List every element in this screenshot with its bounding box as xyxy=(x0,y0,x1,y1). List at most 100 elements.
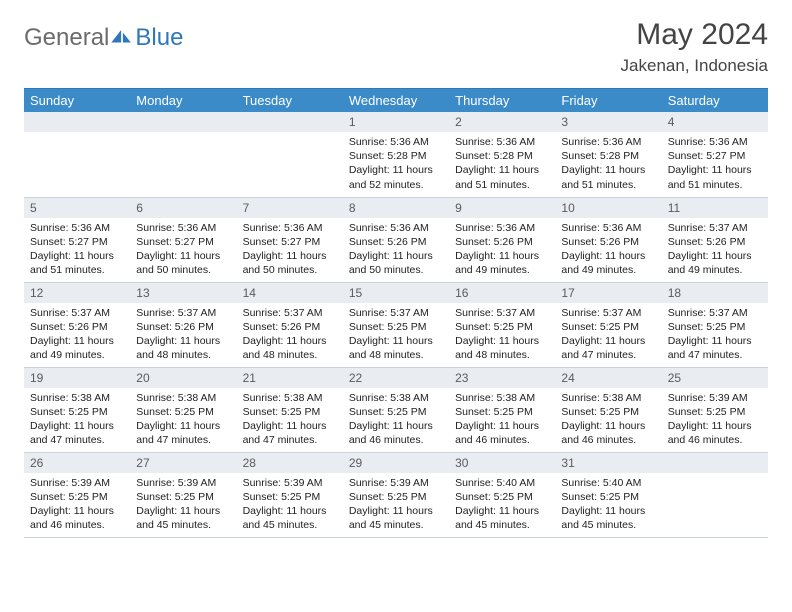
day-number: 13 xyxy=(130,283,236,303)
brand-logo: General Blue xyxy=(24,24,183,52)
day-details: Sunrise: 5:38 AMSunset: 5:25 PMDaylight:… xyxy=(24,388,130,452)
day-number-empty xyxy=(662,453,768,473)
day-details: Sunrise: 5:38 AMSunset: 5:25 PMDaylight:… xyxy=(343,388,449,452)
day-number: 9 xyxy=(449,198,555,218)
calendar-cell xyxy=(662,452,768,537)
calendar-cell: 5Sunrise: 5:36 AMSunset: 5:27 PMDaylight… xyxy=(24,197,130,282)
day-details: Sunrise: 5:39 AMSunset: 5:25 PMDaylight:… xyxy=(343,473,449,537)
day-number-empty xyxy=(130,112,236,132)
calendar-cell: 10Sunrise: 5:36 AMSunset: 5:26 PMDayligh… xyxy=(555,197,661,282)
day-number: 31 xyxy=(555,453,661,473)
day-number: 10 xyxy=(555,198,661,218)
day-number: 1 xyxy=(343,112,449,132)
weekday-header: Wednesday xyxy=(343,89,449,112)
day-details: Sunrise: 5:36 AMSunset: 5:26 PMDaylight:… xyxy=(343,218,449,282)
day-number: 27 xyxy=(130,453,236,473)
calendar-cell: 26Sunrise: 5:39 AMSunset: 5:25 PMDayligh… xyxy=(24,452,130,537)
day-number-empty xyxy=(237,112,343,132)
calendar-cell: 15Sunrise: 5:37 AMSunset: 5:25 PMDayligh… xyxy=(343,282,449,367)
day-details: Sunrise: 5:36 AMSunset: 5:28 PMDaylight:… xyxy=(449,132,555,196)
calendar-cell: 18Sunrise: 5:37 AMSunset: 5:25 PMDayligh… xyxy=(662,282,768,367)
calendar-cell xyxy=(237,112,343,197)
day-details: Sunrise: 5:37 AMSunset: 5:26 PMDaylight:… xyxy=(237,303,343,367)
calendar-cell: 20Sunrise: 5:38 AMSunset: 5:25 PMDayligh… xyxy=(130,367,236,452)
calendar-row: 1Sunrise: 5:36 AMSunset: 5:28 PMDaylight… xyxy=(24,112,768,197)
day-number: 7 xyxy=(237,198,343,218)
calendar-body: 1Sunrise: 5:36 AMSunset: 5:28 PMDaylight… xyxy=(24,112,768,537)
calendar-cell: 9Sunrise: 5:36 AMSunset: 5:26 PMDaylight… xyxy=(449,197,555,282)
day-details: Sunrise: 5:39 AMSunset: 5:25 PMDaylight:… xyxy=(130,473,236,537)
calendar-cell: 13Sunrise: 5:37 AMSunset: 5:26 PMDayligh… xyxy=(130,282,236,367)
day-number: 20 xyxy=(130,368,236,388)
day-number: 6 xyxy=(130,198,236,218)
weekday-header: Thursday xyxy=(449,89,555,112)
calendar-cell: 4Sunrise: 5:36 AMSunset: 5:27 PMDaylight… xyxy=(662,112,768,197)
brand-part1: General xyxy=(24,24,109,52)
day-number-empty xyxy=(24,112,130,132)
calendar-row: 26Sunrise: 5:39 AMSunset: 5:25 PMDayligh… xyxy=(24,452,768,537)
calendar-cell: 19Sunrise: 5:38 AMSunset: 5:25 PMDayligh… xyxy=(24,367,130,452)
day-number: 28 xyxy=(237,453,343,473)
day-details: Sunrise: 5:36 AMSunset: 5:27 PMDaylight:… xyxy=(24,218,130,282)
calendar-cell xyxy=(24,112,130,197)
day-details: Sunrise: 5:40 AMSunset: 5:25 PMDaylight:… xyxy=(449,473,555,537)
weekday-header-row: SundayMondayTuesdayWednesdayThursdayFrid… xyxy=(24,89,768,112)
day-details: Sunrise: 5:36 AMSunset: 5:26 PMDaylight:… xyxy=(555,218,661,282)
day-number: 22 xyxy=(343,368,449,388)
calendar-cell: 2Sunrise: 5:36 AMSunset: 5:28 PMDaylight… xyxy=(449,112,555,197)
day-details: Sunrise: 5:37 AMSunset: 5:26 PMDaylight:… xyxy=(24,303,130,367)
day-details: Sunrise: 5:39 AMSunset: 5:25 PMDaylight:… xyxy=(24,473,130,537)
day-number: 4 xyxy=(662,112,768,132)
calendar-table: SundayMondayTuesdayWednesdayThursdayFrid… xyxy=(24,89,768,538)
day-number: 24 xyxy=(555,368,661,388)
day-details: Sunrise: 5:36 AMSunset: 5:28 PMDaylight:… xyxy=(555,132,661,196)
logo-sail-icon xyxy=(111,30,133,46)
calendar-row: 5Sunrise: 5:36 AMSunset: 5:27 PMDaylight… xyxy=(24,197,768,282)
day-details: Sunrise: 5:36 AMSunset: 5:27 PMDaylight:… xyxy=(237,218,343,282)
day-number: 2 xyxy=(449,112,555,132)
day-details: Sunrise: 5:36 AMSunset: 5:28 PMDaylight:… xyxy=(343,132,449,196)
day-number: 23 xyxy=(449,368,555,388)
day-number: 29 xyxy=(343,453,449,473)
day-number: 30 xyxy=(449,453,555,473)
calendar-cell: 21Sunrise: 5:38 AMSunset: 5:25 PMDayligh… xyxy=(237,367,343,452)
calendar-cell: 16Sunrise: 5:37 AMSunset: 5:25 PMDayligh… xyxy=(449,282,555,367)
calendar-row: 19Sunrise: 5:38 AMSunset: 5:25 PMDayligh… xyxy=(24,367,768,452)
calendar-cell: 14Sunrise: 5:37 AMSunset: 5:26 PMDayligh… xyxy=(237,282,343,367)
day-details: Sunrise: 5:37 AMSunset: 5:25 PMDaylight:… xyxy=(662,303,768,367)
day-number: 18 xyxy=(662,283,768,303)
day-details: Sunrise: 5:39 AMSunset: 5:25 PMDaylight:… xyxy=(662,388,768,452)
day-number: 8 xyxy=(343,198,449,218)
calendar-cell: 1Sunrise: 5:36 AMSunset: 5:28 PMDaylight… xyxy=(343,112,449,197)
calendar: SundayMondayTuesdayWednesdayThursdayFrid… xyxy=(24,88,768,538)
calendar-cell: 29Sunrise: 5:39 AMSunset: 5:25 PMDayligh… xyxy=(343,452,449,537)
day-details: Sunrise: 5:39 AMSunset: 5:25 PMDaylight:… xyxy=(237,473,343,537)
day-details: Sunrise: 5:40 AMSunset: 5:25 PMDaylight:… xyxy=(555,473,661,537)
day-details: Sunrise: 5:37 AMSunset: 5:26 PMDaylight:… xyxy=(130,303,236,367)
calendar-row: 12Sunrise: 5:37 AMSunset: 5:26 PMDayligh… xyxy=(24,282,768,367)
calendar-cell: 23Sunrise: 5:38 AMSunset: 5:25 PMDayligh… xyxy=(449,367,555,452)
calendar-cell: 11Sunrise: 5:37 AMSunset: 5:26 PMDayligh… xyxy=(662,197,768,282)
day-number: 15 xyxy=(343,283,449,303)
day-number: 16 xyxy=(449,283,555,303)
header: General Blue May 2024 Jakenan, Indonesia xyxy=(24,18,768,76)
day-number: 3 xyxy=(555,112,661,132)
day-number: 26 xyxy=(24,453,130,473)
day-details: Sunrise: 5:36 AMSunset: 5:27 PMDaylight:… xyxy=(130,218,236,282)
calendar-cell: 8Sunrise: 5:36 AMSunset: 5:26 PMDaylight… xyxy=(343,197,449,282)
day-details: Sunrise: 5:38 AMSunset: 5:25 PMDaylight:… xyxy=(449,388,555,452)
calendar-cell: 7Sunrise: 5:36 AMSunset: 5:27 PMDaylight… xyxy=(237,197,343,282)
day-number: 25 xyxy=(662,368,768,388)
brand-part2: Blue xyxy=(135,24,183,52)
calendar-cell: 30Sunrise: 5:40 AMSunset: 5:25 PMDayligh… xyxy=(449,452,555,537)
calendar-cell: 25Sunrise: 5:39 AMSunset: 5:25 PMDayligh… xyxy=(662,367,768,452)
weekday-header: Tuesday xyxy=(237,89,343,112)
title-block: May 2024 Jakenan, Indonesia xyxy=(621,18,768,76)
calendar-cell: 31Sunrise: 5:40 AMSunset: 5:25 PMDayligh… xyxy=(555,452,661,537)
day-details: Sunrise: 5:38 AMSunset: 5:25 PMDaylight:… xyxy=(237,388,343,452)
day-details: Sunrise: 5:37 AMSunset: 5:25 PMDaylight:… xyxy=(449,303,555,367)
weekday-header: Friday xyxy=(555,89,661,112)
day-details: Sunrise: 5:36 AMSunset: 5:26 PMDaylight:… xyxy=(449,218,555,282)
calendar-cell: 6Sunrise: 5:36 AMSunset: 5:27 PMDaylight… xyxy=(130,197,236,282)
calendar-cell xyxy=(130,112,236,197)
